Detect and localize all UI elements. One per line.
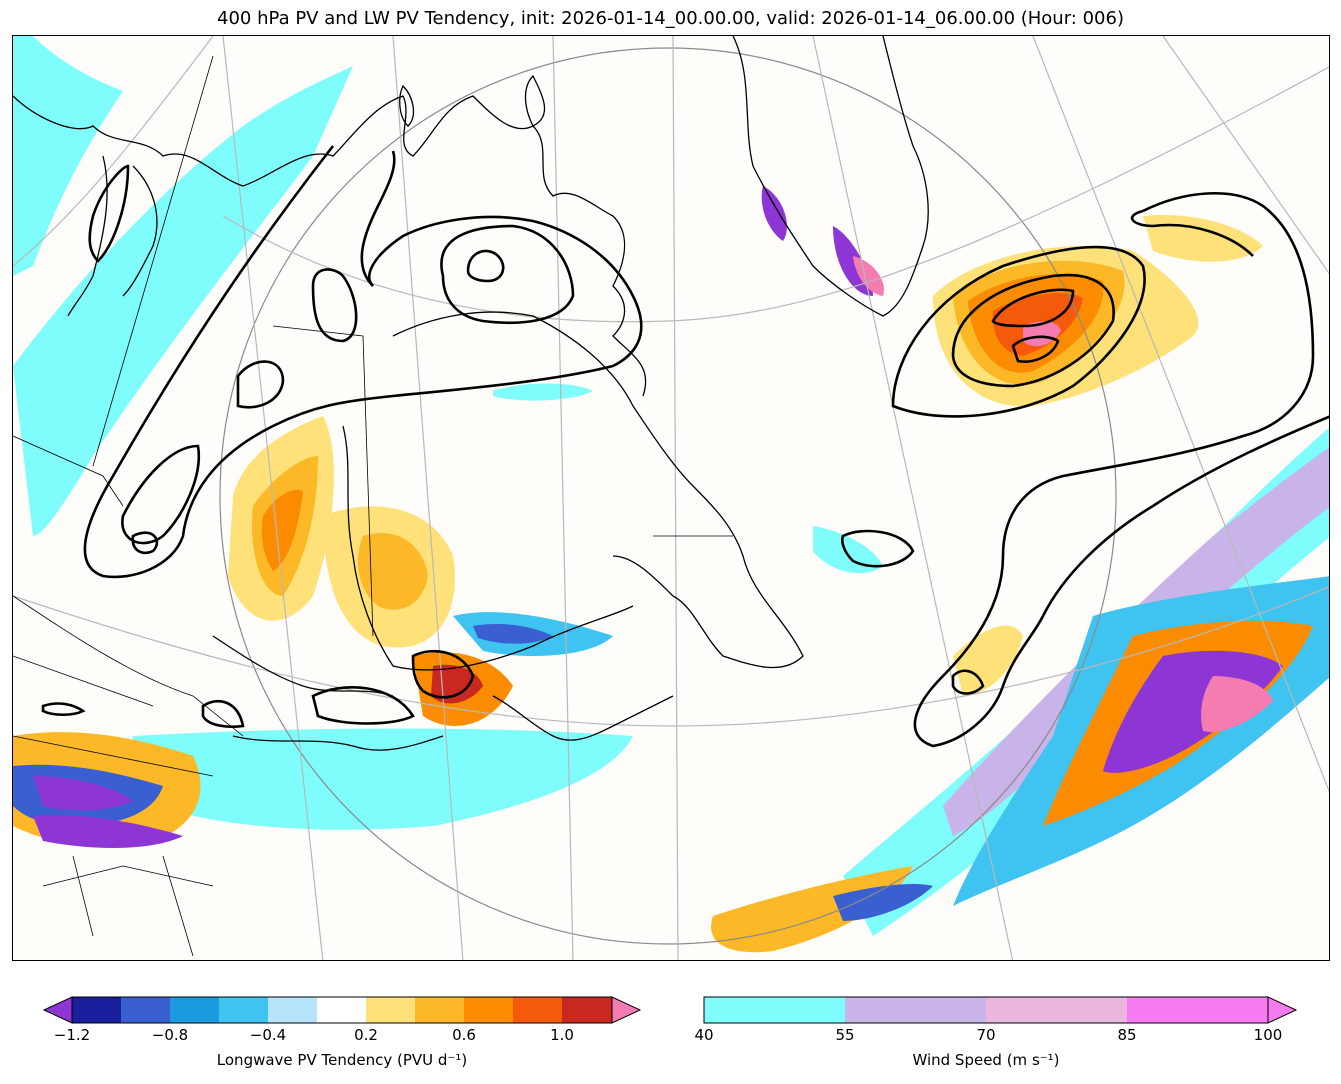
wind-colorbar-max-extend	[1267, 996, 1298, 1024]
pv-tendency-shading	[13, 186, 1329, 953]
pv-colorbar-bin	[317, 997, 366, 1023]
wind-colorbar-tick: 85	[1117, 1026, 1137, 1044]
wind-speed-colorbar	[703, 996, 1298, 1024]
pv-colorbar-tick: −1.2	[53, 1026, 91, 1044]
pv-colorbar-bin	[219, 997, 268, 1023]
pv-colorbar-label: Longwave PV Tendency (PVU d⁻¹)	[216, 1051, 468, 1069]
pv-colorbar-bin	[513, 997, 562, 1023]
pv-colorbar-svg	[42, 996, 642, 1024]
pv-colorbar-bin	[366, 997, 415, 1023]
wind-colorbar-bin	[1127, 997, 1268, 1023]
wind-colorbar-label: Wind Speed (m s⁻¹)	[912, 1051, 1060, 1069]
coastlines	[13, 36, 929, 751]
figure-title: 400 hPa PV and LW PV Tendency, init: 202…	[217, 8, 1124, 29]
pv-colorbar-min-extend	[42, 996, 73, 1024]
wind-colorbar-tick: 55	[835, 1026, 855, 1044]
pv-colorbar-max-extend	[611, 996, 642, 1024]
pv-colorbar-bin	[464, 997, 513, 1023]
pv-colorbar-tick: −0.4	[249, 1026, 287, 1044]
pv-colorbar-tick: −0.8	[151, 1026, 189, 1044]
map-panel	[12, 35, 1330, 961]
wind-colorbar-tick: 70	[976, 1026, 996, 1044]
pv-tendency-colorbar	[42, 996, 642, 1024]
wind-colorbar-bin	[704, 997, 845, 1023]
pv-colorbar-bin	[268, 997, 317, 1023]
pv-colorbar-bin	[170, 997, 219, 1023]
pv-colorbar-tick: 1.0	[550, 1026, 574, 1044]
pv-colorbar-bin	[415, 997, 464, 1023]
political-borders	[13, 55, 733, 957]
graticule	[13, 36, 1329, 960]
map-canvas	[13, 36, 1329, 960]
pv-contours	[41, 145, 1329, 748]
wind-colorbar-tick: 100	[1253, 1026, 1283, 1044]
wind-colorbar-svg	[703, 996, 1298, 1024]
wind-colorbar-bin	[845, 997, 986, 1023]
pv-colorbar-tick: 0.6	[452, 1026, 476, 1044]
pv-colorbar-bin	[121, 997, 170, 1023]
pv-colorbar-bin	[72, 997, 121, 1023]
pv-colorbar-bin	[562, 997, 612, 1023]
wind-colorbar-tick: 40	[694, 1026, 714, 1044]
pv-colorbar-tick: 0.2	[354, 1026, 378, 1044]
wind-colorbar-bin	[986, 997, 1127, 1023]
